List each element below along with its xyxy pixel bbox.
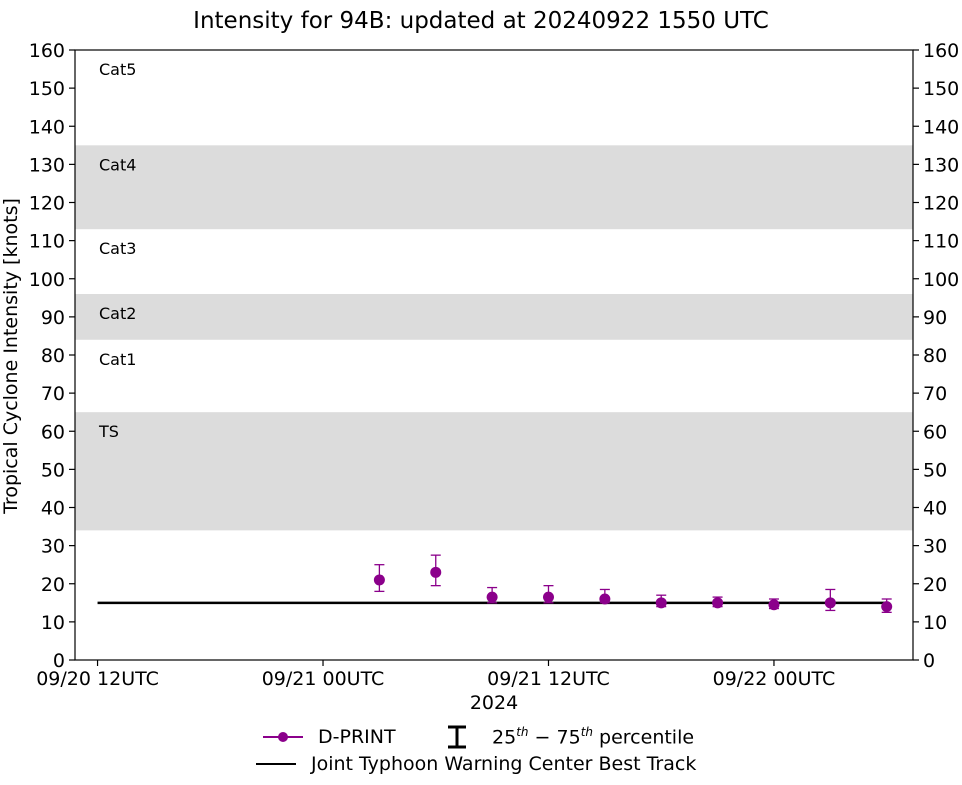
y-tick-label-right: 80 — [923, 345, 947, 367]
y-tick-label-left: 150 — [29, 78, 65, 100]
dprint-point — [824, 588, 836, 612]
chart-title: Intensity for 94B: updated at 20240922 1… — [193, 8, 769, 34]
y-tick-label-left: 90 — [41, 307, 65, 329]
y-tick-label-left: 160 — [29, 40, 65, 62]
dprint-point — [373, 564, 385, 593]
y-tick-label-right: 160 — [923, 40, 959, 62]
dprint-point — [430, 554, 442, 587]
dprint-point — [599, 588, 611, 605]
x-axis-label: 2024 — [470, 692, 518, 714]
dprint-marker — [655, 597, 667, 609]
y-tick-label-right: 60 — [923, 421, 947, 443]
y-tick-label-right: 70 — [923, 383, 947, 405]
dprint-marker — [824, 597, 836, 609]
y-tick-label-right: 110 — [923, 231, 959, 253]
y-tick-label-right: 140 — [923, 116, 959, 138]
y-tick-label-right: 40 — [923, 498, 947, 520]
y-tick-label-right: 0 — [923, 650, 935, 672]
dprint-marker — [542, 591, 554, 603]
y-tick-label-left: 60 — [41, 421, 65, 443]
band-cat2 — [75, 294, 913, 340]
dprint-point — [542, 585, 554, 604]
plot-frame — [74, 49, 914, 661]
dprint-marker — [486, 591, 498, 603]
band-label-cat2: Cat2 — [99, 304, 136, 323]
y-axis-label: Tropical Cyclone Intensity [knots] — [0, 198, 22, 515]
dprint-marker — [881, 601, 893, 613]
x-tick-label: 09/22 00UTC — [713, 668, 836, 690]
dprint-point — [881, 598, 893, 613]
dprint-marker — [768, 599, 780, 611]
dprint-marker — [712, 597, 724, 609]
dprint-marker — [430, 566, 442, 578]
y-tick-label-left: 130 — [29, 154, 65, 176]
y-tick-label-right: 120 — [923, 193, 959, 215]
band-label-cat3: Cat3 — [99, 239, 136, 258]
besttrack-line-icon — [256, 763, 296, 765]
y-tick-label-right: 50 — [923, 459, 947, 481]
y-tick-label-left: 120 — [29, 193, 65, 215]
y-tick-label-left: 80 — [41, 345, 65, 367]
y-tick-label-right: 20 — [923, 574, 947, 596]
y-tick-label-left: 0 — [53, 650, 65, 672]
dprint-marker — [373, 574, 385, 586]
y-tick-label-left: 110 — [29, 231, 65, 253]
y-tick-label-right: 130 — [923, 154, 959, 176]
dprint-marker — [599, 593, 611, 605]
legend-besttrack-entry: Joint Typhoon Warning Center Best Track — [255, 751, 696, 777]
legend: D-PRINT 25th − 75th percentile Joint Typ… — [250, 722, 720, 778]
band-label-cat4: Cat4 — [99, 155, 136, 174]
dprint-point — [655, 594, 667, 609]
legend-percentile-entry: 25th − 75th percentile — [446, 724, 694, 750]
y-tick-label-right: 10 — [923, 612, 947, 634]
y-tick-label-left: 100 — [29, 269, 65, 291]
y-tick-label-left: 10 — [41, 612, 65, 634]
x-tick-label: 09/20 12UTC — [36, 668, 159, 690]
y-tick-label-right: 90 — [923, 307, 947, 329]
legend-percentile-label: 25th − 75th percentile — [492, 725, 695, 749]
y-tick-label-left: 140 — [29, 116, 65, 138]
legend-besttrack-label: Joint Typhoon Warning Center Best Track — [311, 753, 697, 775]
dprint-point — [712, 596, 724, 609]
y-tick-label-right: 150 — [923, 78, 959, 100]
x-tick-label: 09/21 00UTC — [262, 668, 385, 690]
band-label-cat5: Cat5 — [99, 60, 136, 79]
dprint-point — [486, 586, 498, 604]
legend-dprint-entry: D-PRINT — [262, 724, 396, 750]
errorbar-icon — [448, 725, 466, 749]
dprint-point — [768, 598, 780, 611]
y-tick-label-left: 30 — [41, 536, 65, 558]
y-tick-label-right: 100 — [923, 269, 959, 291]
band-label-ts: TS — [98, 422, 119, 441]
y-tick-label-left: 20 — [41, 574, 65, 596]
y-tick-label-left: 40 — [41, 498, 65, 520]
band-ts — [75, 412, 913, 531]
legend-dprint-label: D-PRINT — [318, 726, 396, 748]
band-cat4 — [75, 145, 913, 230]
y-tick-label-left: 70 — [41, 383, 65, 405]
band-label-cat1: Cat1 — [99, 350, 136, 369]
dprint-marker-icon — [263, 732, 303, 742]
x-tick-label: 09/21 12UTC — [487, 668, 610, 690]
y-tick-label-left: 50 — [41, 459, 65, 481]
y-tick-label-right: 30 — [923, 536, 947, 558]
